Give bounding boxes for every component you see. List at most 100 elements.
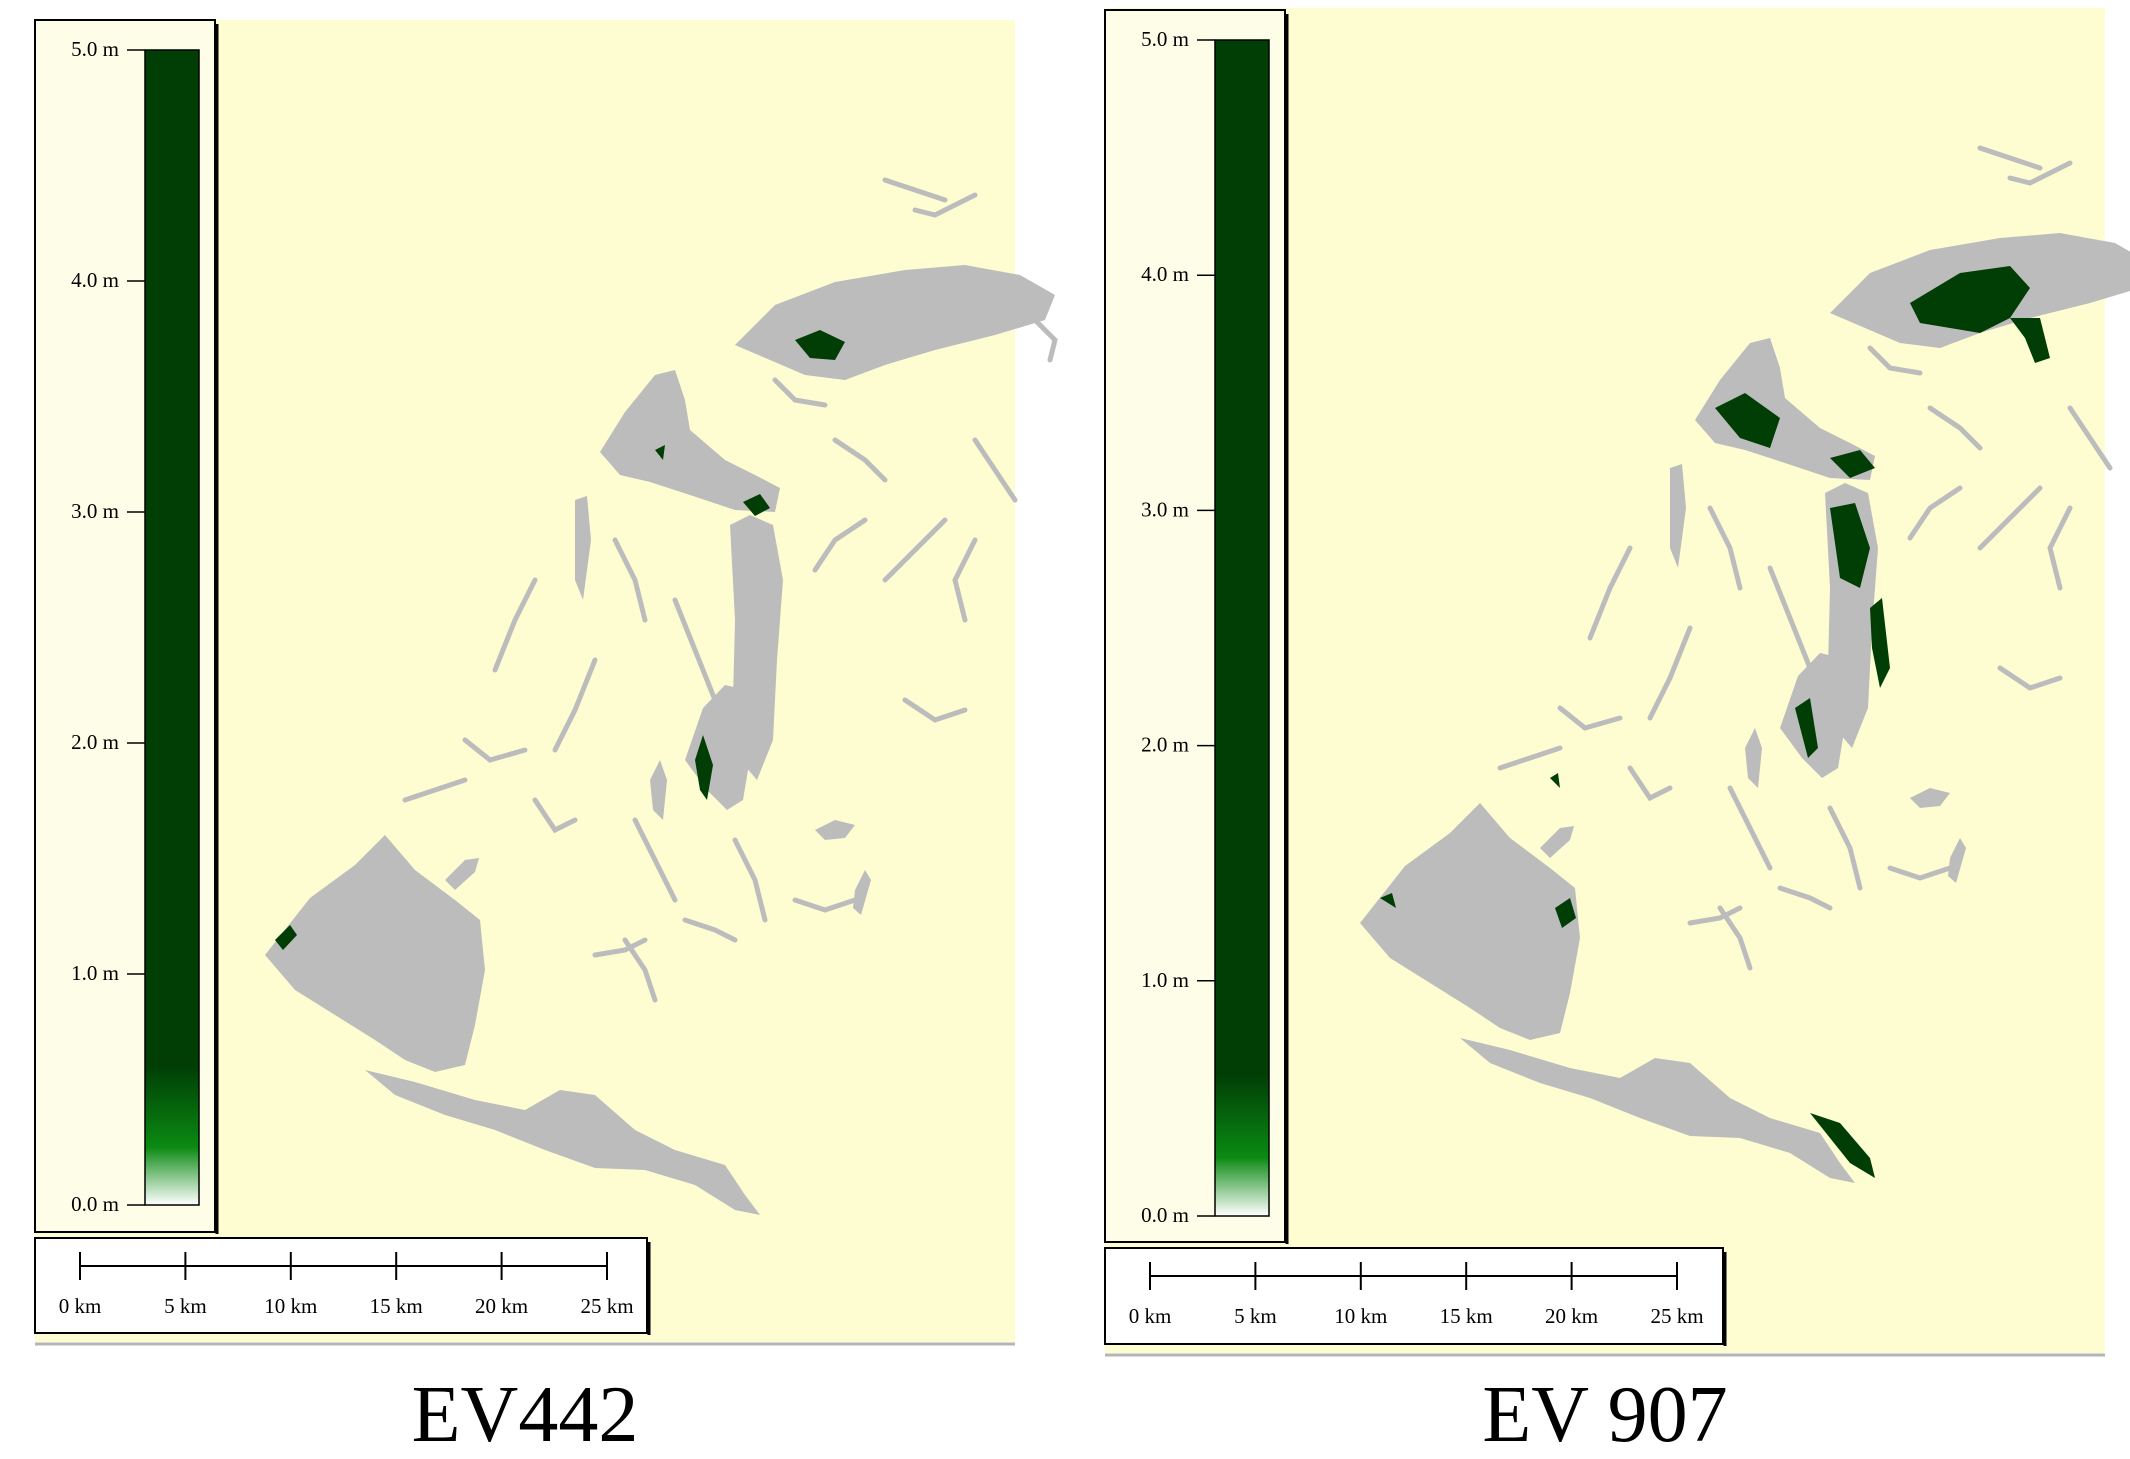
flood-trace-right-16: [1867, 345, 1923, 376]
flood-trace-right-4: [1977, 485, 2043, 551]
flood-trace-right-15: [1777, 885, 1833, 911]
depth-patch-left-4: [655, 445, 665, 460]
flood-area-left-7: [445, 858, 479, 890]
scale-box-right: [1104, 1247, 1724, 1345]
scale-label-left-5: 25 km: [580, 1294, 633, 1318]
flood-area-left-1: [600, 370, 780, 512]
depth-tick-label-right-4: 1.0 m: [1141, 968, 1189, 992]
flood-trace-left-19: [882, 177, 948, 203]
scale-label-right-1: 5 km: [1234, 1304, 1277, 1328]
flood-trace-right-17: [1927, 405, 1983, 451]
flood-trace-right-8: [1727, 785, 1773, 871]
depth-patch-left-1: [743, 494, 770, 516]
scale-label-right-2: 10 km: [1334, 1304, 1387, 1328]
flood-trace-right-7: [1557, 705, 1623, 731]
flood-trace-left-2: [672, 597, 718, 703]
depth-patch-left-3: [275, 925, 297, 950]
scale-label-right-5: 25 km: [1650, 1304, 1703, 1328]
depth-patch-right-5: [1830, 503, 1870, 588]
depth-tick-label-right-0: 5.0 m: [1141, 27, 1189, 51]
flood-trace-right-12: [1887, 865, 1953, 881]
flood-trace-right-3: [1907, 485, 1963, 541]
depth-patch-right-3: [1715, 393, 1780, 448]
depth-tick-label-left-4: 1.0 m: [71, 961, 119, 985]
flood-trace-left-6: [552, 657, 598, 753]
depth-patch-right-6: [1870, 598, 1890, 688]
depth-tick-label-left-2: 3.0 m: [71, 499, 119, 523]
flood-area-right-4: [1360, 803, 1580, 1040]
flood-area-right-6: [1670, 464, 1686, 568]
flood-trace-right-6: [1647, 625, 1693, 721]
flood-trace-right-11: [1717, 905, 1753, 971]
depth-patch-right-9: [1810, 1113, 1875, 1178]
map-panel-right: 5.0 m 4.0 m 3.0 m 2.0 m 1.0 m 0.0 m 0 km 5 km 10…: [1065, 0, 2130, 1454]
flood-area-right-10: [1948, 838, 1966, 883]
depth-patch-right-12: [1380, 893, 1396, 908]
flood-trace-left-3: [812, 517, 868, 573]
scale-label-left-1: 5 km: [164, 1294, 207, 1318]
depth-patch-right-7: [1795, 698, 1818, 758]
flood-area-right-5: [1460, 1038, 1855, 1183]
flood-area-left-6: [575, 496, 591, 600]
flood-trace-left-0: [492, 577, 538, 673]
depth-colorbar-right: [1214, 39, 1270, 1217]
flood-area-right-8: [1910, 788, 1950, 808]
flood-area-right-9: [1745, 728, 1762, 788]
flood-trace-left-22: [1032, 317, 1058, 363]
flood-area-left-5: [365, 1070, 760, 1215]
flood-trace-right-10: [1827, 805, 1863, 891]
flood-area-left-9: [650, 760, 667, 820]
scale-label-left-4: 20 km: [475, 1294, 528, 1318]
map-caption-left: EV442: [411, 1371, 639, 1459]
flood-trace-right-20: [1687, 905, 1743, 926]
flood-trace-left-20: [592, 937, 648, 958]
flood-trace-right-21: [2007, 160, 2073, 186]
flood-trace-left-11: [622, 937, 658, 1003]
depth-patch-left-0: [795, 330, 845, 360]
flood-trace-left-18: [972, 437, 1018, 503]
flood-trace-left-1: [612, 537, 648, 623]
map-right: 5.0 m 4.0 m 3.0 m 2.0 m 1.0 m 0.0 m 0 km 5 km 10…: [1104, 8, 2130, 1357]
flood-trace-left-9: [902, 697, 968, 723]
depth-colorbar-left: [144, 49, 200, 1206]
flood-trace-right-9: [1997, 665, 2063, 691]
flood-area-right-7: [1540, 826, 1574, 858]
depth-tick-label-left-5: 0.0 m: [71, 1192, 119, 1216]
flood-trace-left-8: [632, 817, 678, 903]
flood-trace-left-21: [912, 192, 978, 218]
map-caption-right: EV 907: [1482, 1371, 1728, 1459]
flood-trace-right-18: [2067, 405, 2113, 471]
depth-patch-right-1: [2010, 318, 2050, 363]
flood-trace-left-10: [732, 837, 768, 923]
depth-tick-label-left-0: 5.0 m: [71, 37, 119, 61]
scale-label-right-0: 0 km: [1129, 1304, 1172, 1328]
map-left: 5.0 m 4.0 m 3.0 m 2.0 m 1.0 m 0.0 m 0 km 5 km 10…: [34, 19, 1058, 1346]
depth-patch-right-4: [1830, 450, 1875, 478]
scale-label-right-3: 15 km: [1440, 1304, 1493, 1328]
flood-trace-left-7: [462, 737, 528, 763]
flood-area-right-3: [1780, 653, 1848, 778]
flood-area-left-4: [265, 835, 485, 1072]
flood-trace-left-13: [402, 777, 468, 803]
depth-tick-label-right-3: 2.0 m: [1141, 733, 1189, 757]
flood-trace-right-14: [1627, 765, 1673, 802]
depth-tick-label-right-2: 3.0 m: [1141, 497, 1189, 521]
flood-area-right-1: [1695, 338, 1875, 480]
scale-box-left: [34, 1237, 648, 1334]
flood-trace-right-0: [1587, 545, 1633, 641]
scale-label-right-4: 20 km: [1545, 1304, 1598, 1328]
flood-trace-left-12: [792, 897, 858, 913]
depth-tick-label-right-5: 0.0 m: [1141, 1203, 1189, 1227]
flood-trace-right-13: [1497, 745, 1563, 771]
flood-extent-right: [1360, 145, 2130, 1183]
depth-patch-left-2: [695, 735, 713, 800]
map-panel-left: 5.0 m 4.0 m 3.0 m 2.0 m 1.0 m 0.0 m 0 km 5 km 10…: [0, 0, 1065, 1454]
flood-trace-left-14: [532, 797, 578, 834]
flood-trace-left-17: [832, 437, 888, 483]
flood-area-left-10: [853, 870, 871, 915]
flood-trace-left-4: [882, 517, 948, 583]
depth-tick-label-left-1: 4.0 m: [71, 268, 119, 292]
depth-patch-right-0: [1910, 266, 2030, 333]
flood-trace-right-5: [2047, 505, 2073, 591]
flood-trace-right-19: [1977, 145, 2043, 171]
